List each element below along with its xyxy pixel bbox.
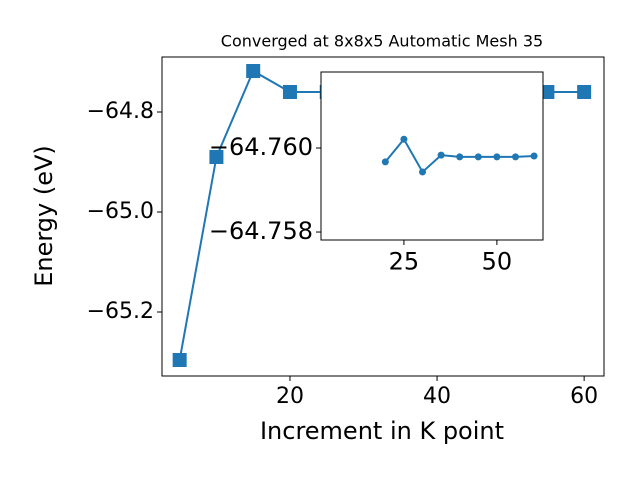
data-marker [511,153,519,161]
chart-title: Converged at 8x8x5 Automatic Mesh 35 [221,32,543,51]
data-marker [437,151,445,159]
x-tick-label: 40 [423,384,451,409]
axes-frame [320,71,544,241]
y-tick-label: −64.760 [209,133,313,161]
data-marker [246,64,261,78]
data-marker [530,152,538,160]
axes-frame [161,56,605,377]
data-marker [493,153,501,161]
data-marker [474,153,482,161]
data-marker [400,135,408,143]
x-tick-label: 50 [482,247,513,275]
y-tick-label: −64.758 [209,217,313,245]
data-marker [577,85,592,99]
x-tick-label: 60 [570,384,598,409]
plot-content [381,135,538,176]
y-axis-label: Energy (eV) [30,145,58,287]
y-tick-label: −65.2 [87,299,154,324]
data-marker [456,153,464,161]
x-axis-label: Increment in K point [260,417,504,445]
data-marker [209,150,224,164]
data-marker [419,168,427,176]
data-marker [172,353,187,367]
y-tick-label: −64.8 [87,99,154,124]
x-tick-label: 20 [276,384,304,409]
data-marker [282,85,297,99]
data-marker [381,158,389,166]
data-marker [540,85,555,99]
x-tick-label: 25 [389,247,420,275]
y-tick-label: −65.0 [87,199,154,224]
